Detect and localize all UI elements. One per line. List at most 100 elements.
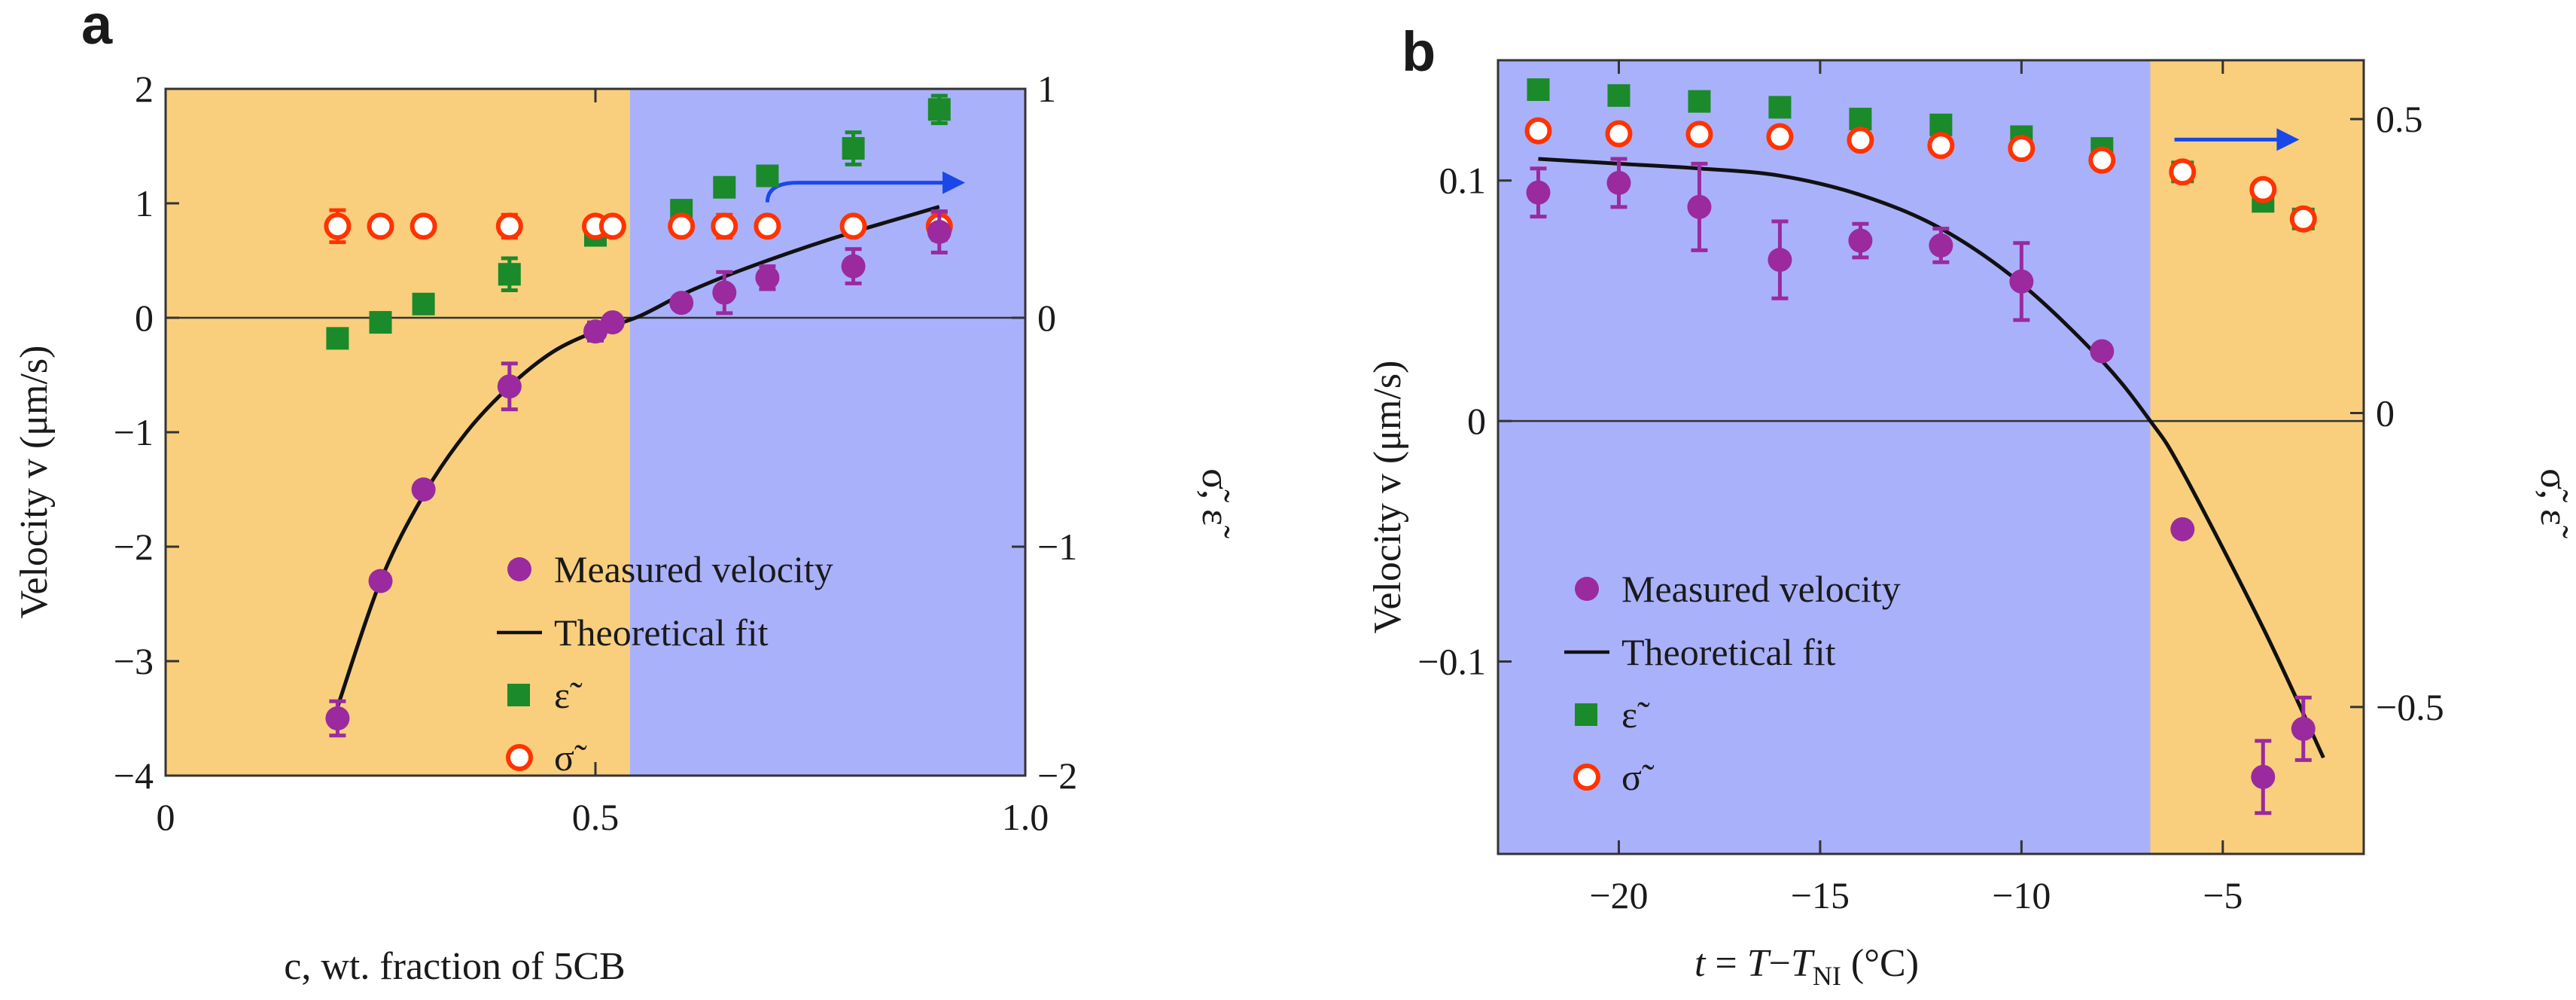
panel-b-y-axis-title: Velocity v (μm/s) bbox=[1366, 361, 1409, 634]
panel-a-sigma-point bbox=[754, 212, 781, 240]
panel-b-sigma-point bbox=[1927, 132, 1955, 160]
panel-a-sigma-point bbox=[668, 212, 696, 240]
panel-b-sigma-point bbox=[1766, 123, 1794, 151]
panel-b-x-axis-title-sub: NI bbox=[1813, 961, 1841, 991]
panel-b-epsilon-point bbox=[1688, 90, 1711, 113]
panel-a-velocity-point bbox=[712, 280, 737, 305]
panel-b-velocity-point bbox=[1606, 170, 1631, 195]
panel-b-velocity-point bbox=[2170, 517, 2195, 541]
panel-a-legend-epsilon-marker bbox=[507, 684, 530, 706]
panel-a-epsilon-point bbox=[412, 292, 435, 316]
panel-b-sigma-point bbox=[1685, 120, 1713, 148]
panel-b-sigma-point bbox=[1605, 120, 1633, 148]
panel-a-sigma-point bbox=[367, 212, 394, 240]
panel-b-epsilon-point bbox=[1527, 78, 1550, 102]
panel-a-marks bbox=[324, 93, 953, 738]
panel-b-x-axis-title: t = T−TNI (°C) bbox=[1694, 942, 1919, 991]
panel-b-velocity-point bbox=[1929, 233, 1953, 258]
panel-a-y-tick-label: −4 bbox=[114, 755, 154, 797]
panel-b-velocity-point bbox=[2009, 269, 2034, 294]
panel-b-velocity-point bbox=[2090, 339, 2115, 364]
panel-a-y-right-tick-label: −2 bbox=[1037, 755, 1077, 797]
panel-a-y-tick-label: −3 bbox=[114, 640, 154, 682]
panel-a-x-tick-label: 0 bbox=[157, 796, 175, 838]
panel-b-legend-velocity-marker bbox=[1575, 577, 1599, 601]
panel-a-epsilon-point bbox=[713, 175, 736, 199]
panel-b-x-axis-title-minus: − bbox=[1769, 942, 1791, 985]
panel-b: −20 −15 −10 −5 −0.1 0 0.1 −0.5 0 0.5 b t = T−TNI … bbox=[1366, 20, 2575, 991]
panel-b-velocity-point bbox=[1687, 194, 1712, 219]
panel-a-y-right-tick-label: 1 bbox=[1037, 68, 1056, 110]
panel-a-y-right-tick-label: 0 bbox=[1037, 297, 1056, 339]
panel-b-legend-epsilon-marker bbox=[1575, 703, 1597, 726]
panel-a-y-axis-title: Velocity v (μm/s) bbox=[13, 346, 56, 619]
panel-a-legend-fit-label: Theoretical fit bbox=[554, 611, 769, 654]
panel-a-ticks: 0 0.5 1.0 −4 −3 −2 −1 0 1 2 −2 −1 0 1 bbox=[114, 68, 1077, 838]
panel-b-velocity-point bbox=[1848, 228, 1873, 253]
panel-b-sigma-point bbox=[2249, 175, 2277, 203]
panel-b-y-right-tick-label: 0 bbox=[2376, 392, 2395, 434]
panel-a-sigma-point bbox=[711, 212, 738, 240]
panel-b-legend-fit-label: Theoretical fit bbox=[1621, 631, 1836, 673]
panel-a-epsilon-point bbox=[369, 311, 392, 334]
panel-b-sigma-point bbox=[2088, 146, 2116, 174]
panel-b-velocity-point bbox=[2291, 716, 2316, 741]
panel-b-x-axis-title-T2: T bbox=[1791, 942, 1815, 985]
panel-a-sigma-point bbox=[324, 212, 352, 240]
panel-b-letter: b bbox=[1402, 20, 1436, 83]
panel-b-ticks: −20 −15 −10 −5 −0.1 0 0.1 −0.5 0 0.5 bbox=[1417, 60, 2444, 916]
panel-a-epsilon-point bbox=[326, 327, 349, 350]
panel-b-velocity-point bbox=[1526, 180, 1551, 205]
panel-b-velocity-point bbox=[1768, 248, 1792, 273]
panel-a-legend-velocity-label: Measured velocity bbox=[554, 548, 833, 590]
panel-b-y-tick-label: −0.1 bbox=[1417, 640, 1486, 682]
panel-a-arrow-head bbox=[942, 171, 966, 194]
panel-a-velocity-point bbox=[497, 374, 522, 399]
panel-a-epsilon-point bbox=[498, 263, 521, 286]
panel-b-x-tick-label: −10 bbox=[1992, 874, 2051, 916]
panel-a-y-tick-label: 1 bbox=[135, 182, 154, 224]
panel-a-y-tick-label: −2 bbox=[114, 526, 154, 568]
panel-a-background bbox=[166, 89, 1025, 776]
panel-b-epsilon-point bbox=[1849, 108, 1872, 131]
panel-a-legend: Measured velocity Theoretical fit ε̃ σ̃ bbox=[497, 548, 833, 779]
panel-a-x-tick-label: 1.0 bbox=[1002, 796, 1049, 838]
panel-a-sigma-point bbox=[839, 212, 867, 240]
panel-b-background bbox=[1498, 60, 2364, 854]
panel-a-sigma-point bbox=[598, 212, 626, 240]
panel-b-y-tick-label: 0 bbox=[1467, 400, 1486, 442]
panel-a-letter: a bbox=[81, 0, 113, 56]
panel-b-x-axis-title-T: T bbox=[1747, 942, 1771, 985]
panel-a-x-axis-title: c, wt. fraction of 5CB bbox=[284, 945, 625, 988]
panel-b-x-axis-title-unit: (°C) bbox=[1841, 942, 1919, 985]
panel-a-x-tick-label: 0.5 bbox=[572, 796, 620, 838]
panel-a-y-tick-label: −1 bbox=[114, 411, 154, 453]
panel-a-velocity-point bbox=[368, 569, 393, 593]
panel-b-y-tick-label: 0.1 bbox=[1439, 160, 1487, 202]
panel-b-arrow-head bbox=[2276, 128, 2300, 151]
panel-b-sigma-point bbox=[2289, 205, 2317, 233]
panel-a-y-right-tick-label: −1 bbox=[1037, 526, 1077, 568]
panel-a-epsilon-point bbox=[756, 164, 779, 188]
panel-a-region-0 bbox=[166, 89, 630, 776]
panel-a-velocity-point bbox=[927, 220, 952, 244]
panel-a-y-tick-label: 2 bbox=[135, 68, 154, 110]
panel-a-legend-sigma-marker bbox=[506, 744, 533, 771]
panel-a-velocity-point bbox=[325, 706, 350, 730]
panel-b-arrow bbox=[2174, 128, 2300, 151]
panel-a-sigma-point bbox=[495, 212, 523, 240]
panel-b-x-axis-title-eq: = bbox=[1705, 942, 1746, 985]
panel-b-y-right-tick-label: 0.5 bbox=[2376, 98, 2423, 140]
panel-a-velocity-point bbox=[755, 265, 780, 290]
panel-a-epsilon-point bbox=[842, 137, 865, 160]
panel-b-legend: Measured velocity Theoretical fit ε̃ σ̃ bbox=[1564, 568, 1901, 798]
panel-a: 0 0.5 1.0 −4 −3 −2 −1 0 1 2 −2 −1 0 1 a c, wt. fracti… bbox=[13, 0, 1237, 988]
panel-a-velocity-point bbox=[669, 291, 694, 316]
panel-b-epsilon-point bbox=[1768, 96, 1792, 119]
panel-b-y-right-tick-label: −0.5 bbox=[2376, 686, 2444, 728]
panel-a-legend-velocity-marker bbox=[507, 557, 531, 581]
panel-b-x-axis-title-t: t bbox=[1694, 942, 1707, 985]
panel-b-frame bbox=[1497, 59, 2365, 855]
panel-a-velocity-point bbox=[411, 477, 436, 502]
